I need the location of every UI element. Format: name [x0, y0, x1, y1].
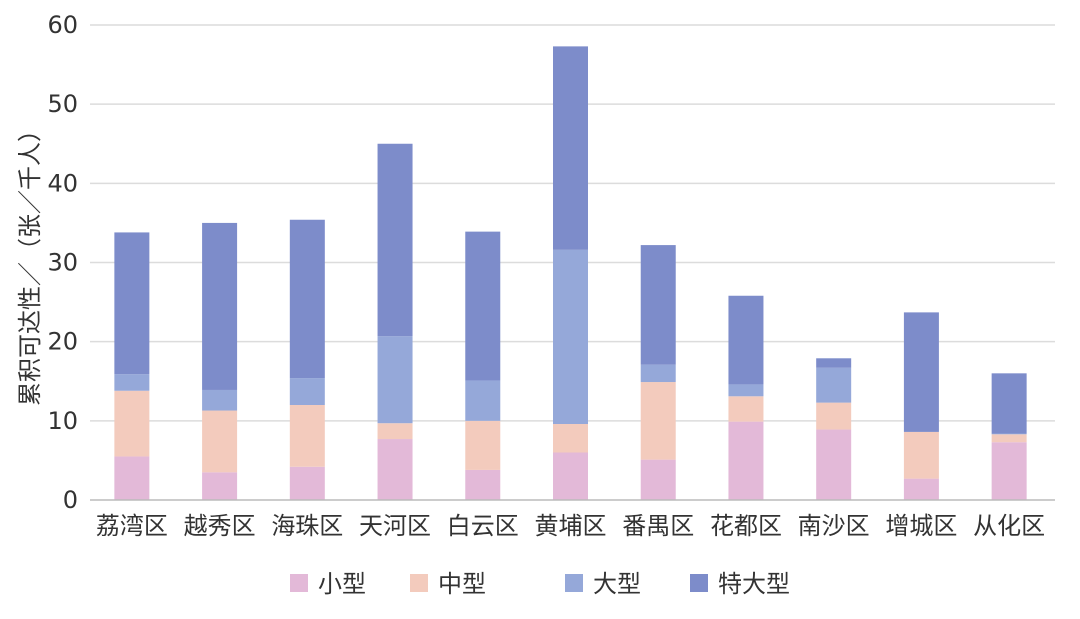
- legend-item: 中型: [410, 570, 486, 598]
- bar-segment: [991, 434, 1027, 443]
- legend-label: 小型: [318, 570, 366, 598]
- legend-swatch: [690, 574, 708, 592]
- y-tick-label: 40: [47, 169, 78, 197]
- bar-segment: [553, 452, 588, 500]
- bar-segment: [114, 456, 150, 500]
- bar-segment: [816, 402, 852, 430]
- bar-segment: [202, 389, 238, 411]
- bar-segment: [640, 245, 676, 365]
- bar-segment: [114, 374, 150, 391]
- y-tick-label: 20: [47, 328, 78, 356]
- bar-stack: [202, 222, 238, 500]
- bar-stack: [728, 295, 764, 500]
- legend-swatch: [410, 574, 428, 592]
- bar-stack: [640, 245, 676, 500]
- bar-stack: [553, 46, 588, 500]
- x-tick-label: 白云区: [447, 512, 519, 540]
- bar-segment: [816, 367, 852, 403]
- x-tick-label: 从化区: [973, 512, 1045, 540]
- legend-swatch: [290, 574, 308, 592]
- x-tick-label: 增城区: [885, 512, 957, 540]
- bar-segment: [816, 358, 852, 368]
- bar-segment: [728, 384, 764, 397]
- y-tick-label: 60: [47, 11, 78, 39]
- bar-segment: [114, 390, 150, 457]
- bar-segment: [728, 421, 764, 500]
- legend-label: 大型: [593, 570, 641, 598]
- bar-segment: [553, 46, 588, 250]
- bar-stack: [377, 143, 413, 500]
- legend-label: 中型: [438, 570, 486, 598]
- bar-segment: [991, 433, 1027, 435]
- bar-stack: [465, 231, 501, 500]
- x-tick-label: 花都区: [710, 512, 782, 540]
- bar-stack: [903, 312, 939, 500]
- y-tick-label: 10: [47, 407, 78, 435]
- bar-stack: [289, 219, 325, 500]
- legend-item: 小型: [290, 570, 366, 598]
- y-tick-label: 50: [47, 90, 78, 118]
- bar-segment: [289, 405, 325, 467]
- legend: 小型 中型 大型 特大型: [290, 570, 790, 598]
- bar-segment: [640, 459, 676, 500]
- legend-swatch: [565, 574, 583, 592]
- x-tick-label: 越秀区: [184, 512, 256, 540]
- y-tick-label: 30: [47, 249, 78, 277]
- bar-segment: [553, 249, 588, 424]
- x-tick-label: 黄埔区: [535, 512, 607, 540]
- bar-segment: [465, 420, 501, 470]
- bar-segment: [640, 364, 676, 383]
- bar-segment: [903, 312, 939, 432]
- axes: 0 10 20 30 40 50 60 荔湾区 越秀区 海珠区 天河区 白云区 黄埔区 番禺区 花都区 南沙区…: [47, 11, 1055, 540]
- x-tick-label: 南沙区: [798, 512, 870, 540]
- x-tick-label: 海珠区: [271, 512, 343, 540]
- bar-segment: [289, 219, 325, 379]
- bar-stack: [114, 232, 150, 500]
- bar-segment: [289, 378, 325, 405]
- bar-segment: [553, 424, 588, 453]
- legend-label: 特大型: [718, 570, 790, 598]
- bar-segment: [991, 442, 1027, 500]
- bar-segment: [728, 295, 764, 385]
- bar-segment: [903, 478, 939, 500]
- y-tick-label: 0: [63, 486, 78, 514]
- bar-segment: [816, 429, 852, 500]
- legend-item: 大型: [565, 570, 641, 598]
- bars: [114, 46, 1027, 500]
- bar-segment: [202, 222, 238, 390]
- bar-stack: [991, 373, 1027, 500]
- x-tick-label: 番禺区: [622, 512, 694, 540]
- bar-segment: [728, 396, 764, 422]
- x-tick-label: 荔湾区: [96, 512, 168, 540]
- bar-segment: [289, 466, 325, 500]
- bar-segment: [991, 373, 1027, 434]
- bar-segment: [465, 231, 501, 381]
- bar-segment: [114, 232, 150, 375]
- bar-segment: [377, 423, 413, 440]
- bar-segment: [202, 472, 238, 500]
- bar-segment: [465, 380, 501, 421]
- bar-stack: [816, 358, 852, 500]
- bar-segment: [640, 382, 676, 460]
- bar-segment: [377, 336, 413, 424]
- legend-item: 特大型: [690, 570, 790, 598]
- bar-segment: [465, 469, 501, 500]
- y-axis-label: 累积可达性／（张／千人）: [16, 118, 44, 406]
- bar-segment: [377, 439, 413, 500]
- x-tick-label: 天河区: [359, 512, 431, 540]
- bar-segment: [377, 143, 413, 337]
- bar-segment: [202, 410, 238, 473]
- bar-segment: [903, 431, 939, 479]
